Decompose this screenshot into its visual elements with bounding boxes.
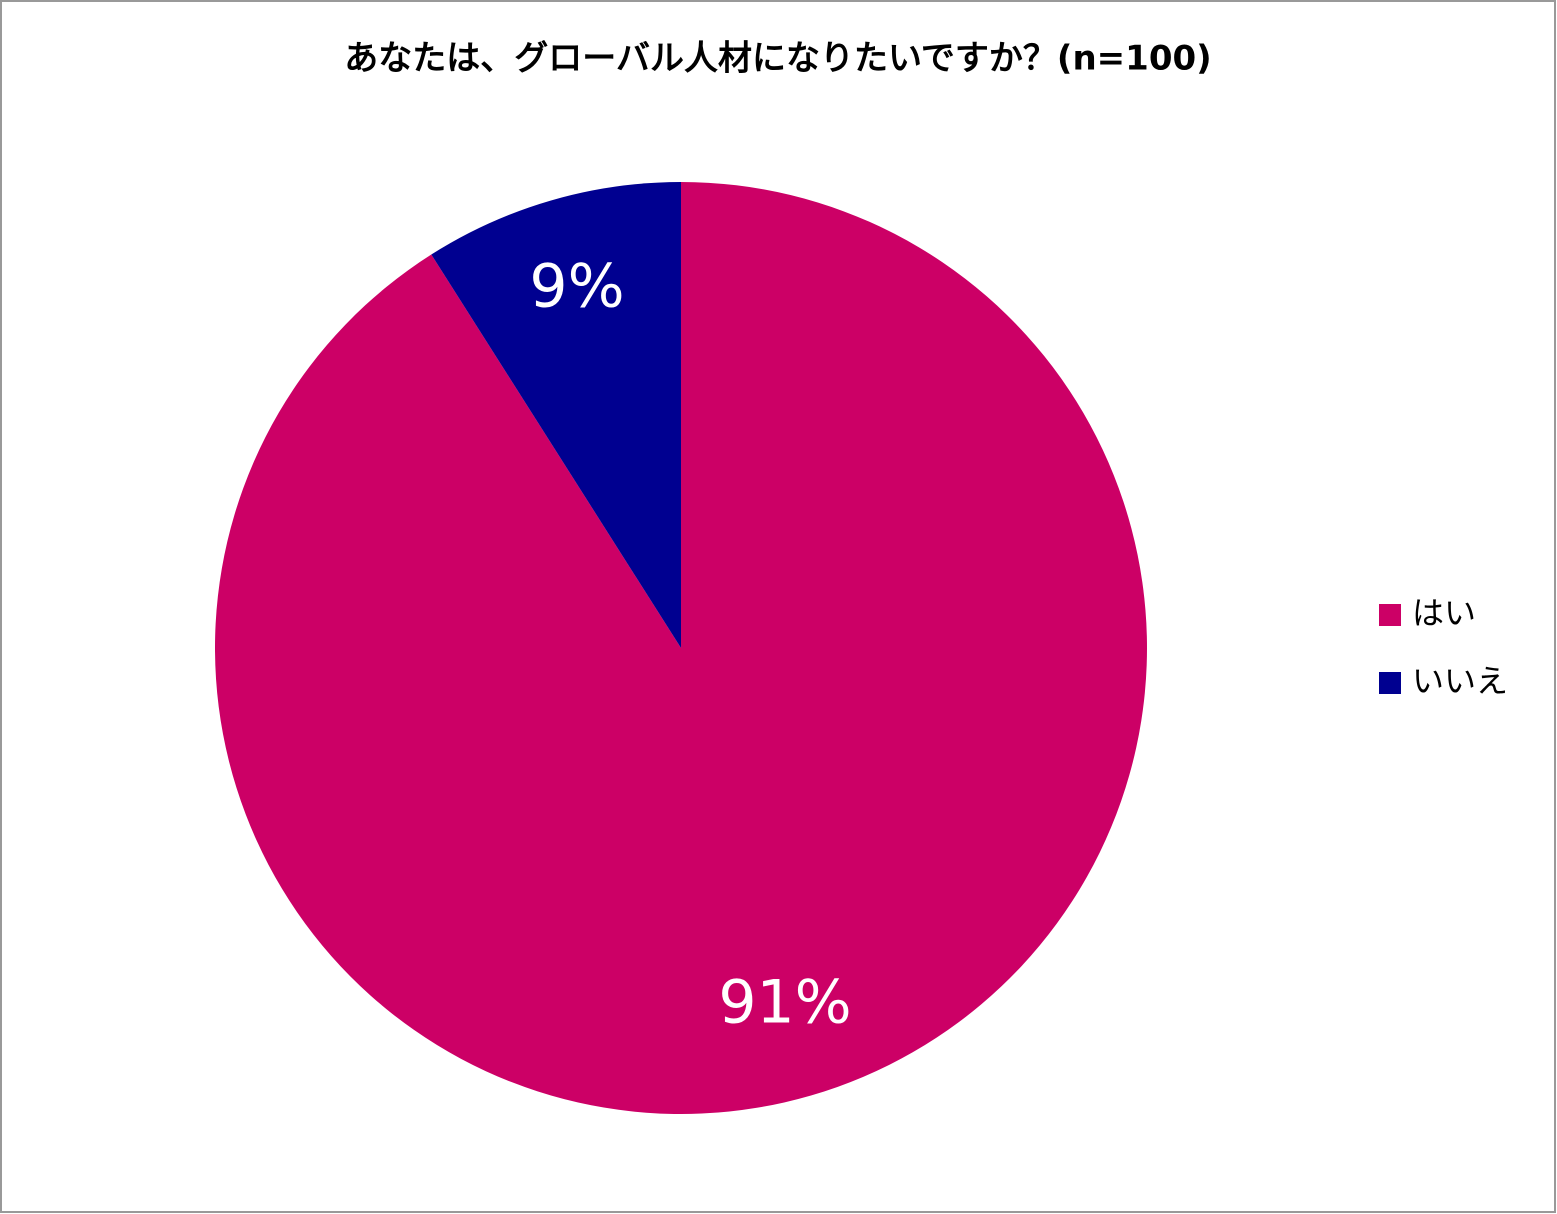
pie-slice [431,182,681,648]
legend-label: いいえ [1412,662,1508,700]
data-label: 91% [718,968,851,1038]
pie-slice [215,182,1147,1114]
legend-swatch [1379,604,1401,626]
legend-label: はい [1412,594,1476,632]
legend-swatch [1379,672,1401,694]
chart-title: あなたは、グローバル人材になりたいですか？(n=100) [344,39,1211,79]
data-label: 9% [529,252,624,322]
